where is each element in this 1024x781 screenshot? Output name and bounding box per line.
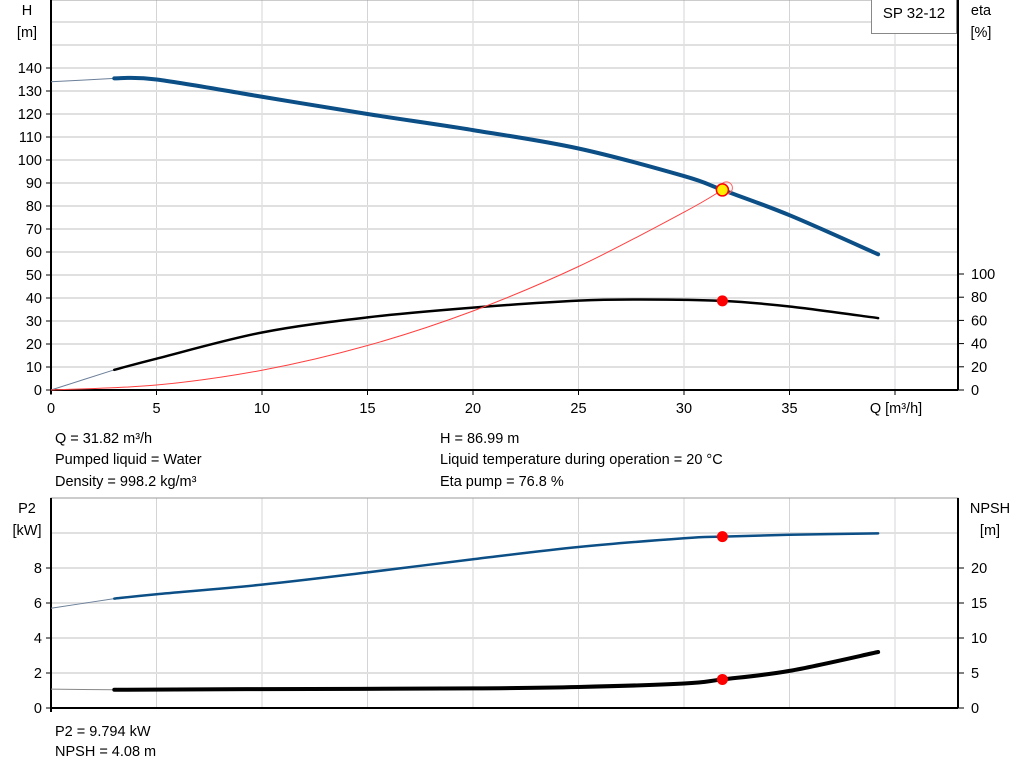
series-NPSH-extrapolated-line (50, 688, 115, 691)
y-axis-label-left: H (22, 3, 32, 19)
duty-point-head-marker (715, 183, 730, 197)
y-tick-label-right: 80 (971, 290, 987, 306)
y-axis-label-left: P2 (18, 501, 36, 517)
info-flow: Q = 31.82 m³/h (55, 431, 153, 447)
y-tick-label-left: 90 (26, 176, 42, 192)
series-P2-line (113, 532, 880, 600)
y-tick-label-right: 60 (971, 313, 987, 329)
y-tick-label-left: 40 (26, 291, 42, 307)
info-head: H = 86.99 m (440, 431, 520, 447)
duty-point-npsh-marker (716, 673, 728, 685)
y-axis-label-right: NPSH (970, 501, 1010, 517)
y-tick-label-left: 0 (34, 383, 42, 399)
y-tick-label-left: 130 (18, 84, 42, 100)
y-tick-label-left: 30 (26, 314, 42, 330)
y-axis-unit-right: [%] (971, 25, 992, 41)
plot-border (50, 0, 959, 391)
y-tick-label-left: 80 (26, 199, 42, 215)
y-axis-label-right: eta (971, 3, 992, 19)
y-tick-label-left: 120 (18, 107, 42, 123)
info-liquid: Pumped liquid = Water (55, 452, 202, 468)
series-NPSH-line (112, 650, 881, 692)
series-H-extrapolated-line (50, 77, 115, 83)
y-tick-label-left: 20 (26, 337, 42, 353)
y-tick-label-right: 15 (971, 596, 987, 612)
y-tick-label-left: 4 (34, 631, 42, 647)
chart-legend: SP 32-12 (871, 0, 957, 34)
y-tick-label-left: 50 (26, 268, 42, 284)
y-tick-label-left: 2 (34, 666, 42, 682)
y-axis-unit-left: [m] (17, 25, 37, 41)
y-tick-label-left: 110 (19, 130, 42, 146)
y-tick-label-right: 20 (971, 360, 987, 376)
x-axis-label: Q [m³/h] (870, 401, 922, 417)
y-tick-label-right: 40 (971, 337, 987, 353)
series-eta-extrapolated-line (50, 369, 115, 391)
y-tick-label-left: 60 (26, 245, 42, 261)
y-tick-label-right: 20 (971, 561, 987, 577)
x-tick-label: 35 (781, 401, 797, 417)
y-axis-unit-left: [kW] (13, 523, 42, 539)
series-system-line (50, 189, 723, 391)
info-density: Density = 998.2 kg/m³ (55, 474, 197, 490)
y-axis-unit-right: [m] (980, 523, 1000, 539)
y-tick-label-right: 0 (971, 383, 979, 399)
x-tick-label: 10 (254, 401, 270, 417)
info-temperature: Liquid temperature during operation = 20… (440, 452, 723, 468)
y-tick-label-left: 70 (26, 222, 42, 238)
y-tick-label-right: 100 (971, 267, 995, 283)
series-H-line (112, 75, 881, 257)
y-tick-label-right: 0 (971, 701, 979, 717)
x-tick-label: 5 (152, 401, 160, 417)
y-tick-label-right: 5 (971, 666, 979, 682)
info-p2: P2 = 9.794 kW (55, 724, 151, 740)
info-npsh: NPSH = 4.08 m (55, 744, 157, 760)
x-tick-label: 0 (47, 401, 55, 417)
x-tick-label: 30 (676, 401, 692, 417)
series-eta-line (113, 298, 880, 372)
x-tick-label: 15 (359, 401, 375, 417)
y-tick-label-left: 10 (26, 360, 42, 376)
duty-point-eta-marker (716, 295, 728, 307)
x-tick-label: 20 (465, 401, 481, 417)
y-tick-label-left: 8 (34, 561, 42, 577)
y-tick-label-left: 100 (18, 153, 42, 169)
series-P2-extrapolated-line (50, 598, 115, 609)
x-tick-label: 25 (570, 401, 586, 417)
y-tick-label-left: 0 (34, 701, 42, 717)
y-tick-label-right: 10 (971, 631, 987, 647)
info-eta: Eta pump = 76.8 % (440, 474, 564, 490)
y-tick-label-left: 140 (18, 61, 42, 77)
y-tick-label-left: 6 (34, 596, 42, 612)
duty-point-p2-marker (716, 531, 728, 543)
